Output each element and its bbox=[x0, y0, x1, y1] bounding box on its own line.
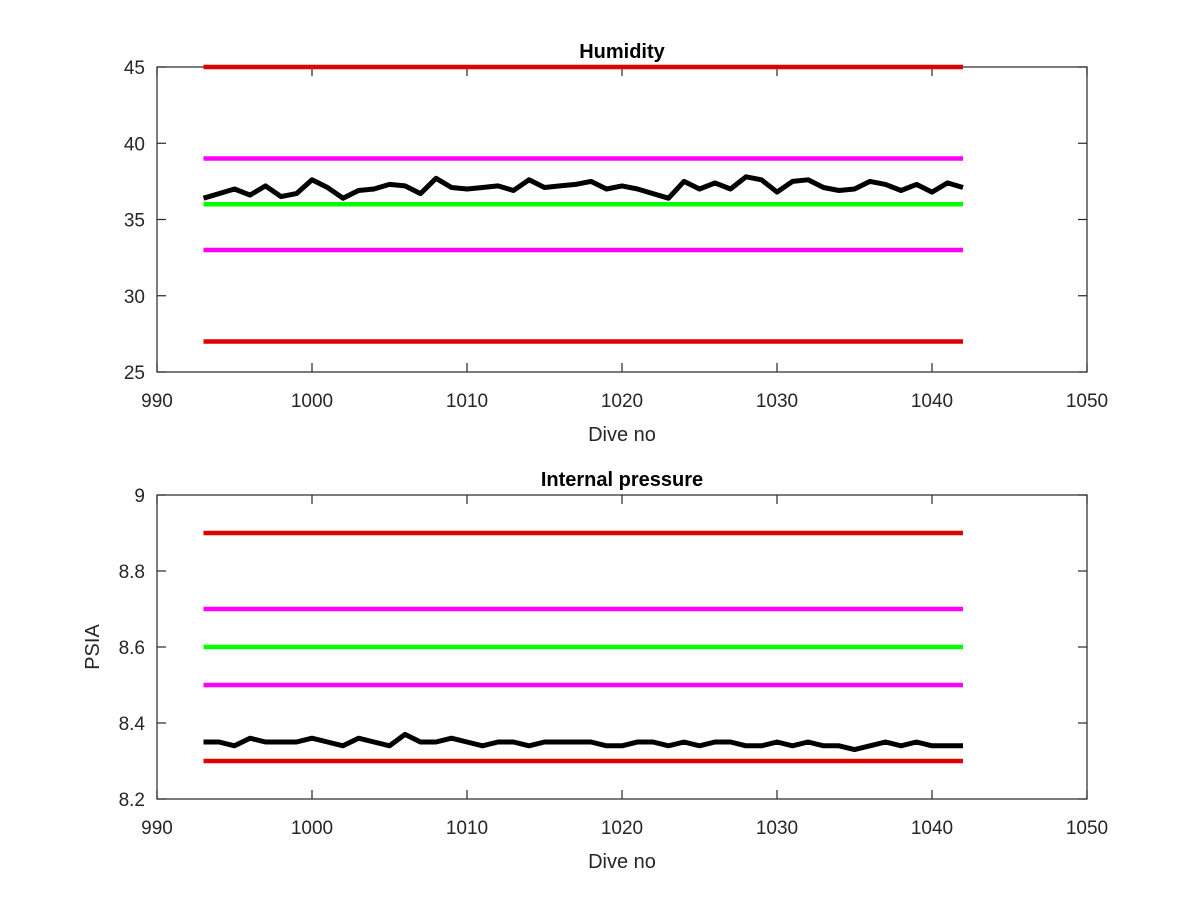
y-tick-label: 9 bbox=[134, 486, 145, 507]
y-axis-label: PSIA bbox=[82, 624, 104, 670]
y-tick-label: 25 bbox=[124, 363, 145, 384]
y-tick-label: 30 bbox=[124, 287, 145, 308]
y-tick-label: 8.2 bbox=[119, 790, 145, 811]
humidity-panel: 990 1000 1010 1020 1030 1040 1050 25 30 35 40 45 Hum… bbox=[124, 41, 1108, 446]
measured-series-line bbox=[202, 174, 964, 201]
y-tick-label: 8.4 bbox=[119, 714, 146, 735]
x-tick-label: 1010 bbox=[446, 818, 488, 839]
y-tick-label: 8.6 bbox=[119, 638, 145, 659]
x-tick-label: 1050 bbox=[1066, 391, 1108, 412]
x-tick-label: 1040 bbox=[911, 818, 953, 839]
plot-area-frame bbox=[156, 66, 1088, 373]
y-tick-label: 40 bbox=[124, 134, 145, 155]
chart-title: Humidity bbox=[579, 41, 665, 63]
x-tick-label: 1020 bbox=[601, 818, 643, 839]
x-tick-label: 1010 bbox=[446, 391, 488, 412]
x-axis-label: Dive no bbox=[588, 851, 656, 873]
chart-title: Internal pressure bbox=[541, 469, 703, 491]
x-tick-label: 990 bbox=[141, 391, 173, 412]
measured-series-line bbox=[203, 731, 963, 753]
y-tick-label: 8.8 bbox=[119, 562, 145, 583]
x-tick-label: 990 bbox=[141, 818, 173, 839]
internal-pressure-panel: 990 1000 1010 1020 1030 1040 1050 8.2 8.4 8.6 8.8 9… bbox=[82, 469, 1108, 873]
x-tick-label: 1000 bbox=[291, 818, 333, 839]
y-tick-label: 35 bbox=[124, 211, 145, 232]
x-tick-label: 1000 bbox=[291, 391, 333, 412]
x-tick-label: 1030 bbox=[756, 818, 798, 839]
x-axis-label: Dive no bbox=[588, 424, 656, 446]
x-tick-label: 1030 bbox=[756, 391, 798, 412]
x-tick-label: 1020 bbox=[601, 391, 643, 412]
x-tick-label: 1040 bbox=[911, 391, 953, 412]
y-tick-label: 45 bbox=[124, 58, 145, 79]
x-tick-label: 1050 bbox=[1066, 818, 1108, 839]
